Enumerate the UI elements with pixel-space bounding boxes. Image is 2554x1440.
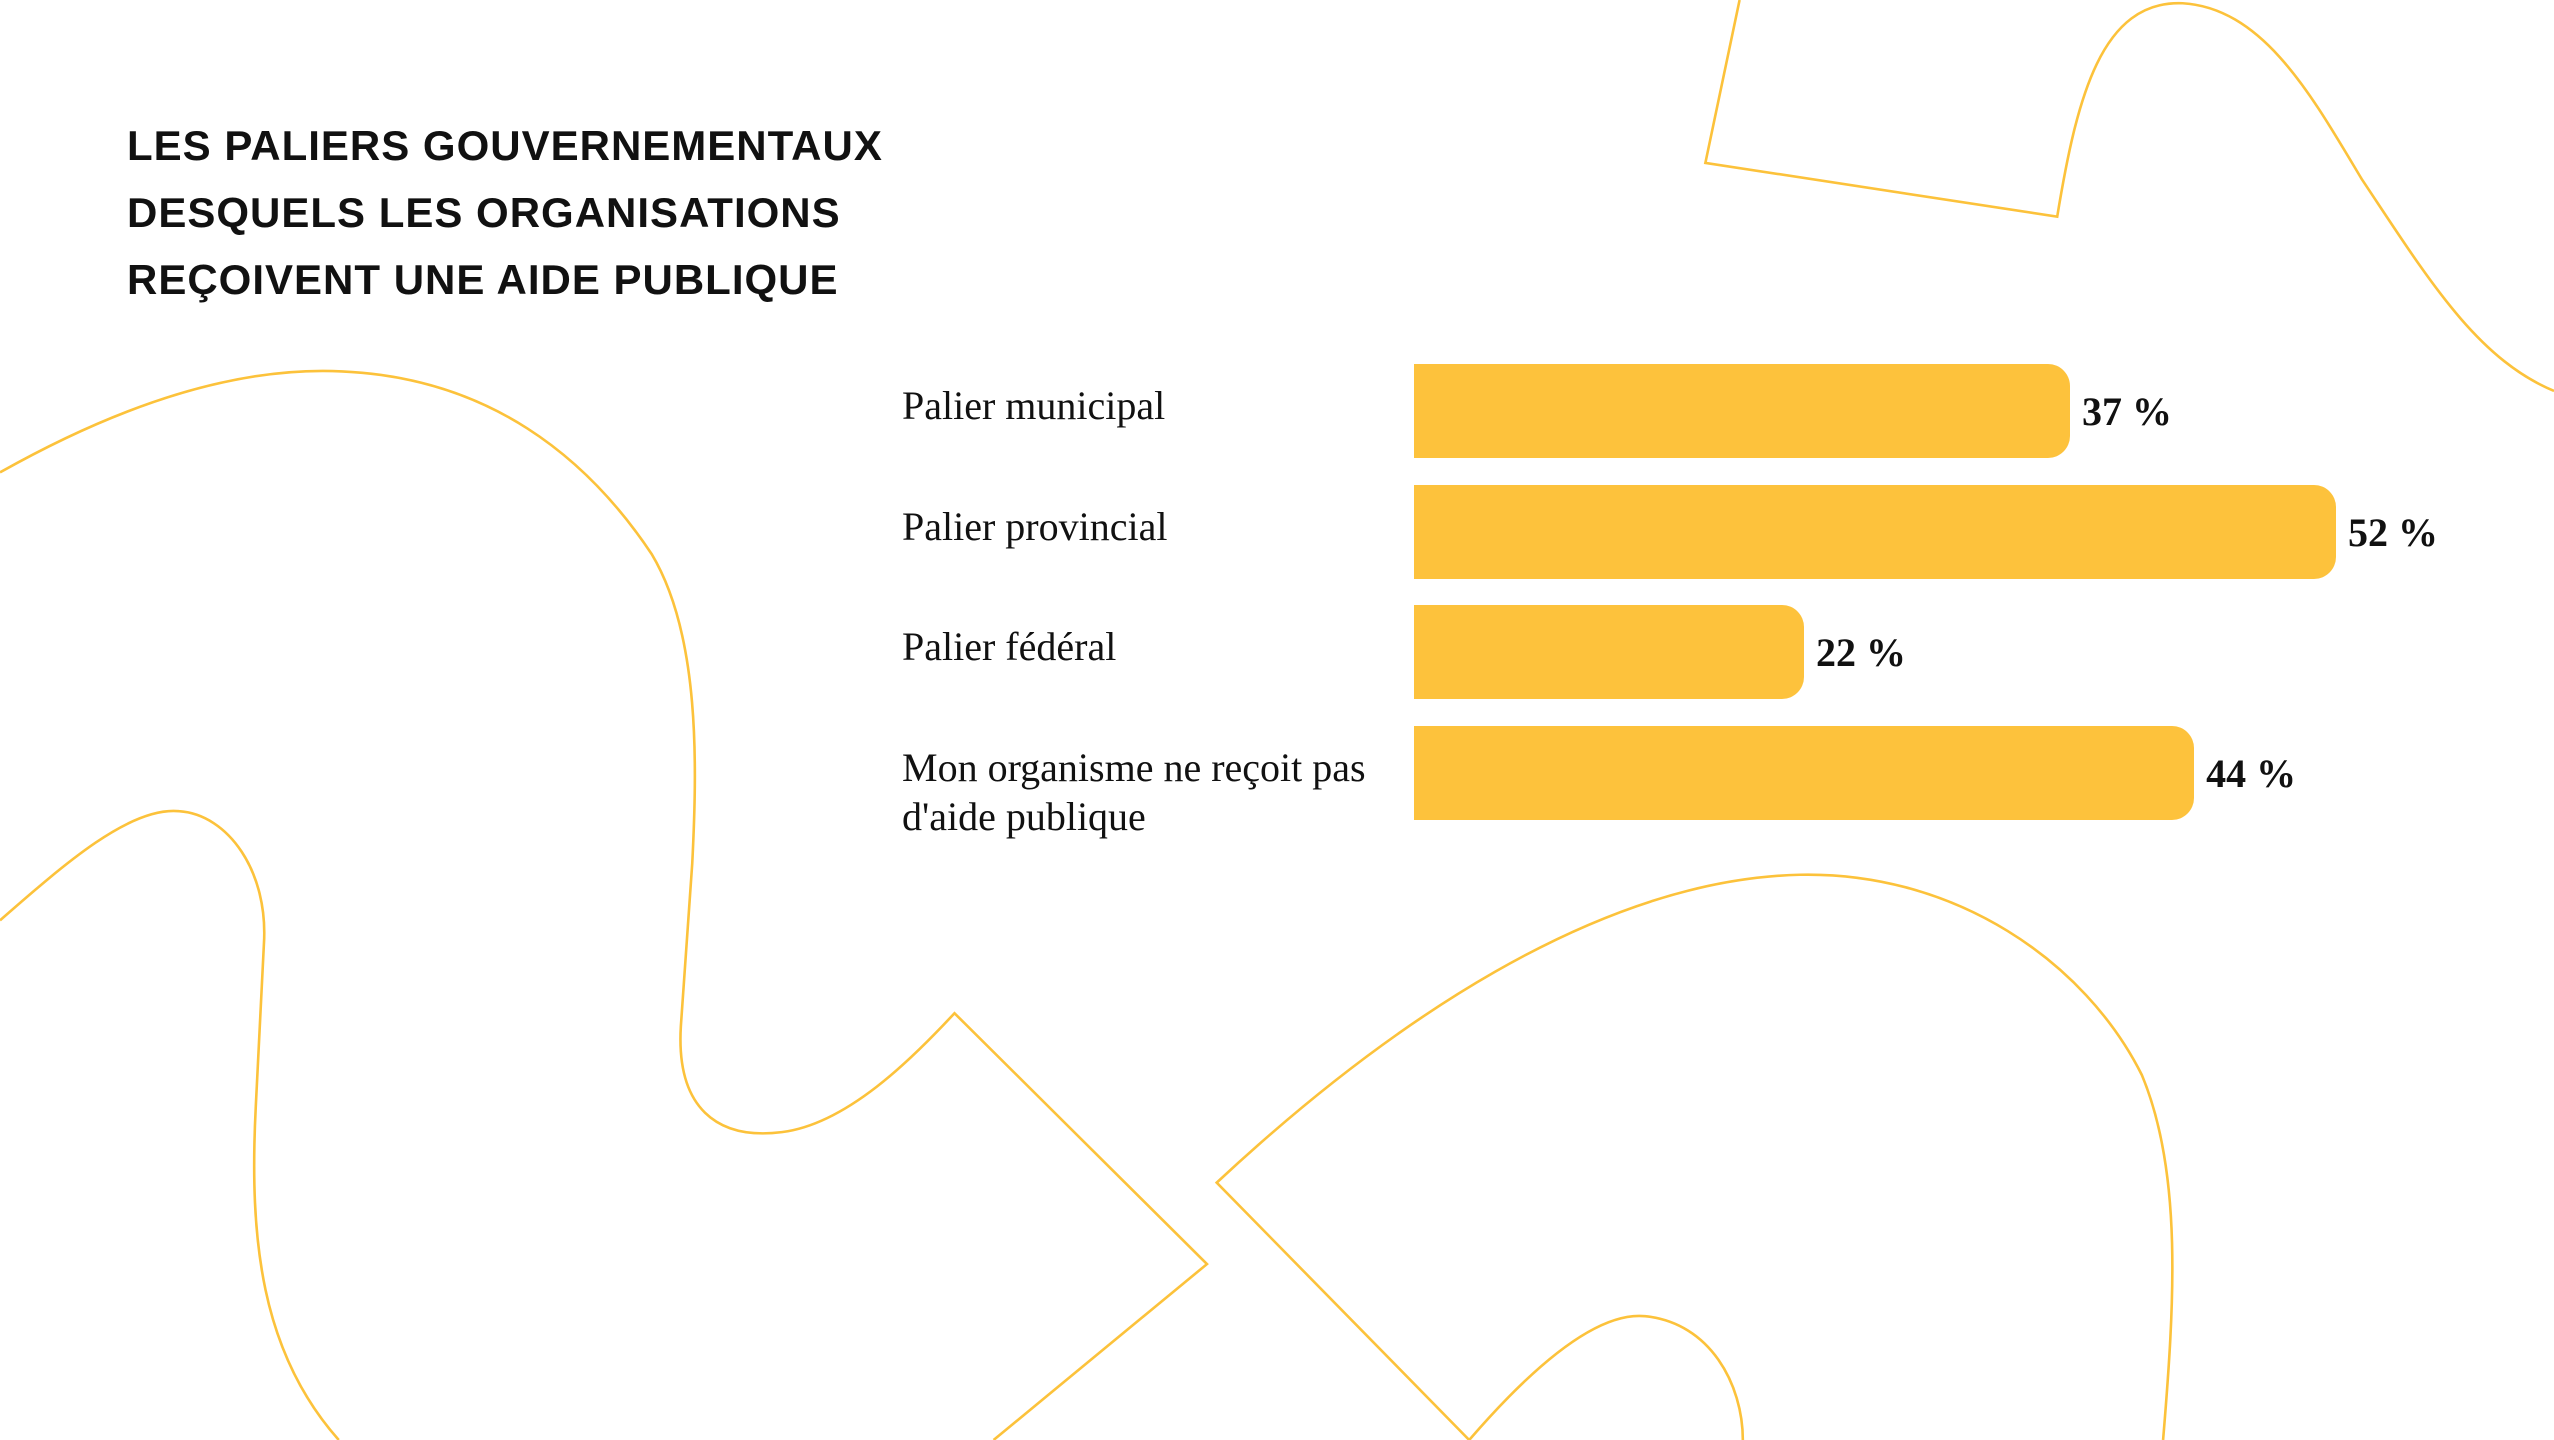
category-label: Palier provincial xyxy=(902,503,1168,549)
deco-curve xyxy=(0,809,340,1440)
bar xyxy=(1414,605,1805,699)
value-label: 22 % xyxy=(1816,630,1907,675)
deco-curve xyxy=(1214,873,2174,1440)
category-label: Palier fédéral xyxy=(902,624,1117,669)
bar xyxy=(1414,484,2336,579)
deco-curve xyxy=(1703,0,2554,393)
deco-curve xyxy=(0,369,1209,1440)
value-label: 44 % xyxy=(2206,750,2297,796)
value-label: 52 % xyxy=(2347,509,2438,555)
bar xyxy=(1414,725,2195,820)
chart-title: LES PALIERS GOUVERNEMENTAUX DESQUELS LES… xyxy=(127,122,883,303)
bar xyxy=(1414,364,2070,458)
category-label: Mon organisme ne reçoit pas d'aide publi… xyxy=(902,744,1366,839)
deco-curve xyxy=(1468,1314,1745,1440)
category-label: Palier municipal xyxy=(902,383,1166,428)
value-label: 37 % xyxy=(2082,389,2172,434)
